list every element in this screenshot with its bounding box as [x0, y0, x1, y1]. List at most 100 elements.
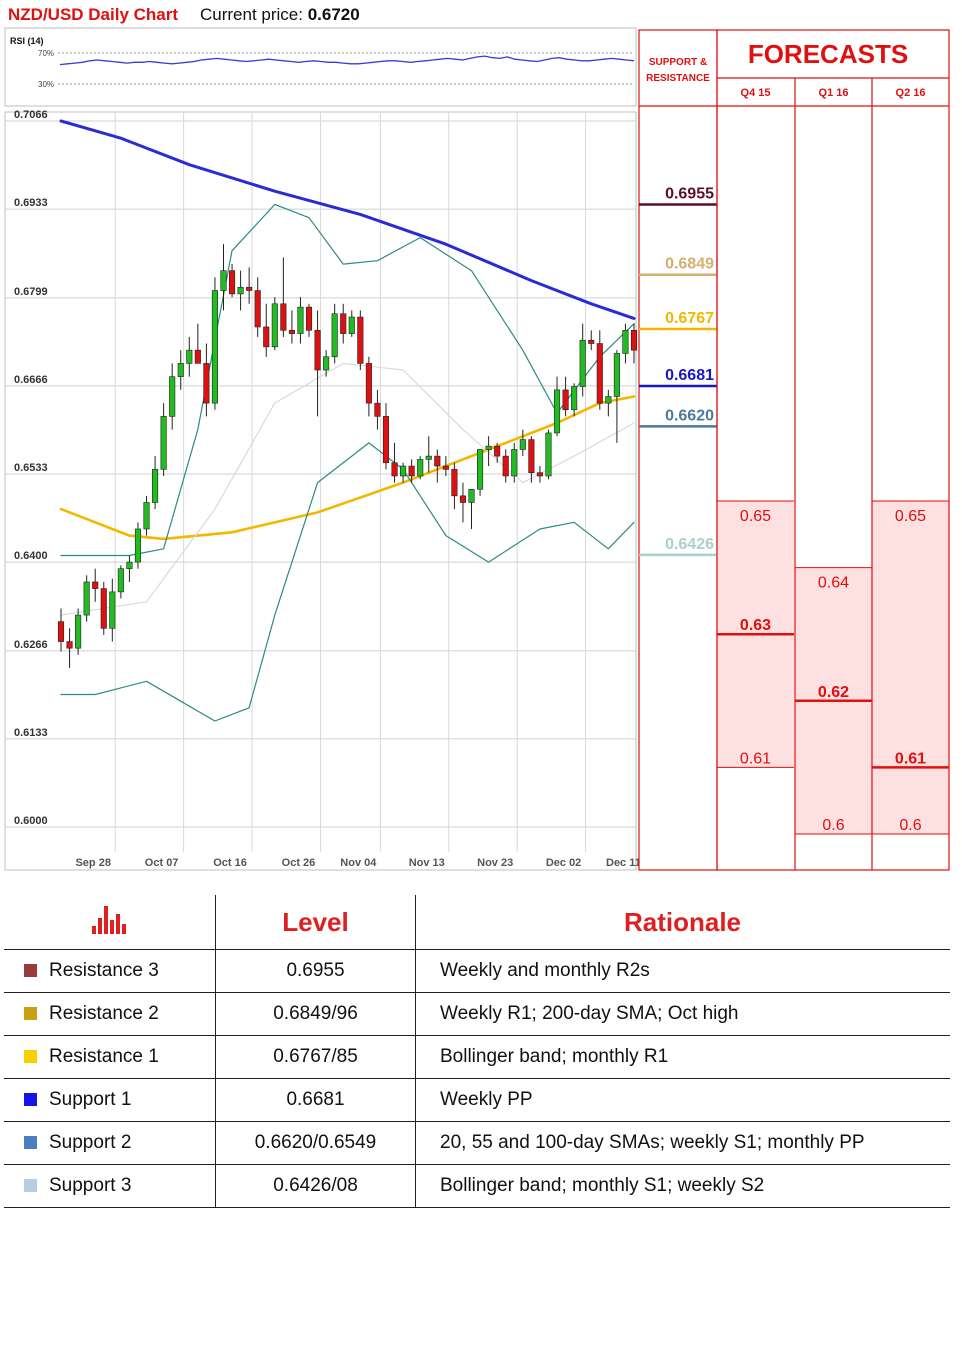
level-rationale: Bollinger band; monthly R1	[415, 1035, 950, 1079]
candlesticks	[57, 244, 638, 669]
candle-body	[434, 455, 441, 467]
sr-title-line2: RESISTANCE	[646, 73, 710, 84]
candle-body	[382, 416, 390, 464]
forecast-quarter-label: Q4 15	[741, 87, 771, 99]
y-tick-label: 0.6400	[14, 550, 48, 562]
candle-body	[630, 329, 638, 351]
current-price-label: Current price: 0.6720	[200, 5, 360, 24]
candle-body	[365, 363, 372, 404]
candle-body	[323, 356, 330, 371]
levels-table-container: Level Rationale Resistance 3 0.6955 Weekly…	[4, 895, 950, 1208]
forecast-quarter-label: Q2 16	[896, 87, 926, 99]
candle-body	[228, 270, 236, 295]
level-value: 0.6681	[215, 1078, 416, 1122]
sr-title-line1: SUPPORT &	[649, 57, 707, 68]
y-tick-label: 0.7066	[14, 109, 48, 121]
level-name: Resistance 2	[49, 1003, 159, 1024]
candle-body	[109, 591, 116, 629]
candle-body	[194, 349, 201, 364]
candle-body	[622, 329, 629, 354]
level-rationale: Weekly and monthly R2s	[415, 949, 950, 993]
candle-body	[417, 459, 424, 477]
y-tick-label: 0.6266	[14, 639, 48, 651]
candle-body	[468, 488, 475, 503]
sr-level-value: 0.6426	[665, 536, 714, 553]
sr-level-value: 0.6849	[665, 256, 714, 273]
levels-table-row: Support 1 0.6681 Weekly PP	[4, 1078, 950, 1122]
forecast-high-value: 0.64	[818, 575, 849, 592]
candle-body	[237, 286, 244, 295]
forecast-range-3	[872, 501, 949, 834]
sr-levels: 0.6955 0.6849 0.6767 0.6681 0.6620 0.6426	[639, 186, 717, 557]
rsi-70-label: 70%	[38, 49, 54, 58]
current-price-value: 0.6720	[308, 5, 360, 24]
candle-body	[605, 396, 612, 404]
bar-chart-icon	[90, 904, 128, 941]
level-name: Support 1	[49, 1089, 132, 1110]
candle-body	[340, 313, 347, 334]
x-tick-label: Dec 02	[546, 857, 581, 869]
x-tick-label: Dec 11	[606, 857, 641, 869]
level-value: 0.6426/08	[215, 1164, 416, 1208]
candle-body	[331, 313, 338, 358]
level-color-swatch	[24, 1179, 37, 1192]
sr-level-value: 0.6767	[665, 310, 714, 327]
chart-title: NZD/USD Daily Chart	[8, 5, 178, 24]
level-name-cell: Resistance 2	[4, 992, 216, 1036]
candle-body	[305, 306, 313, 331]
level-color-swatch	[24, 1093, 37, 1106]
level-rationale: Weekly PP	[415, 1078, 950, 1122]
candle-body	[143, 502, 150, 530]
candle-body	[502, 455, 509, 477]
candle-body	[528, 439, 535, 473]
forecast-high-value: 0.65	[895, 508, 926, 525]
forecast-mid-value: 0.61	[895, 750, 926, 767]
x-tick-label: Oct 16	[213, 857, 247, 869]
candle-body	[297, 306, 304, 334]
level-value: 0.6620/0.6549	[215, 1121, 416, 1165]
level-name: Support 2	[49, 1132, 132, 1153]
header-icon-cell	[4, 895, 216, 950]
level-name-cell: Support 2	[4, 1121, 216, 1165]
candle-body	[511, 449, 518, 477]
level-rationale: Weekly R1; 200-day SMA; Oct high	[415, 992, 950, 1036]
candle-body	[169, 376, 176, 417]
candle-body	[66, 641, 73, 649]
levels-table-body: Resistance 3 0.6955 Weekly and monthly R2s…	[4, 949, 950, 1208]
rsi-30-label: 30%	[38, 80, 54, 89]
candle-body	[519, 439, 526, 450]
level-name-cell: Support 1	[4, 1078, 216, 1122]
level-name-cell: Resistance 1	[4, 1035, 216, 1079]
levels-table-row: Resistance 2 0.6849/96 Weekly R1; 200-day …	[4, 992, 950, 1036]
candle-body	[357, 316, 364, 364]
levels-table-row: Resistance 1 0.6767/85 Bollinger band; mon…	[4, 1035, 950, 1079]
candle-body	[613, 353, 620, 397]
forecast-columns: 0.65 0.63 0.61 Q4 15 0.64 0.62 0.6 Q1 16 0.65 0.6…	[717, 78, 949, 870]
levels-table: Level Rationale Resistance 3 0.6955 Weekly…	[4, 895, 950, 1208]
candle-body	[477, 449, 484, 490]
levels-table-row: Support 2 0.6620/0.6549 20, 55 and 100-day…	[4, 1121, 950, 1165]
sr-column	[638, 29, 718, 871]
candle-body	[263, 326, 270, 348]
y-tick-label: 0.6533	[14, 462, 48, 474]
forecast-low-value: 0.6	[822, 817, 844, 834]
levels-table-header: Level Rationale	[4, 895, 950, 950]
candle-body	[442, 465, 449, 470]
levels-table-row: Support 3 0.6426/08 Bollinger band; monthl…	[4, 1164, 950, 1208]
y-axis-labels: 0.7066 0.6933 0.6799 0.6666 0.6533 0.6400 0.62…	[14, 109, 48, 827]
candle-body	[314, 329, 321, 371]
sr-level-value: 0.6955	[665, 186, 714, 203]
candle-body	[57, 621, 65, 642]
candle-body	[160, 416, 167, 470]
x-tick-label: Nov 23	[477, 857, 513, 869]
forecast-high-value: 0.65	[740, 508, 771, 525]
indicator-55-day-sma	[59, 395, 636, 541]
indicator-200-day-sma	[59, 119, 636, 320]
level-color-swatch	[24, 1136, 37, 1149]
forecast-frame	[716, 29, 950, 871]
candle-body	[374, 402, 381, 417]
candle-body	[117, 568, 124, 593]
level-value: 0.6955	[215, 949, 416, 993]
candle-body	[134, 528, 142, 563]
